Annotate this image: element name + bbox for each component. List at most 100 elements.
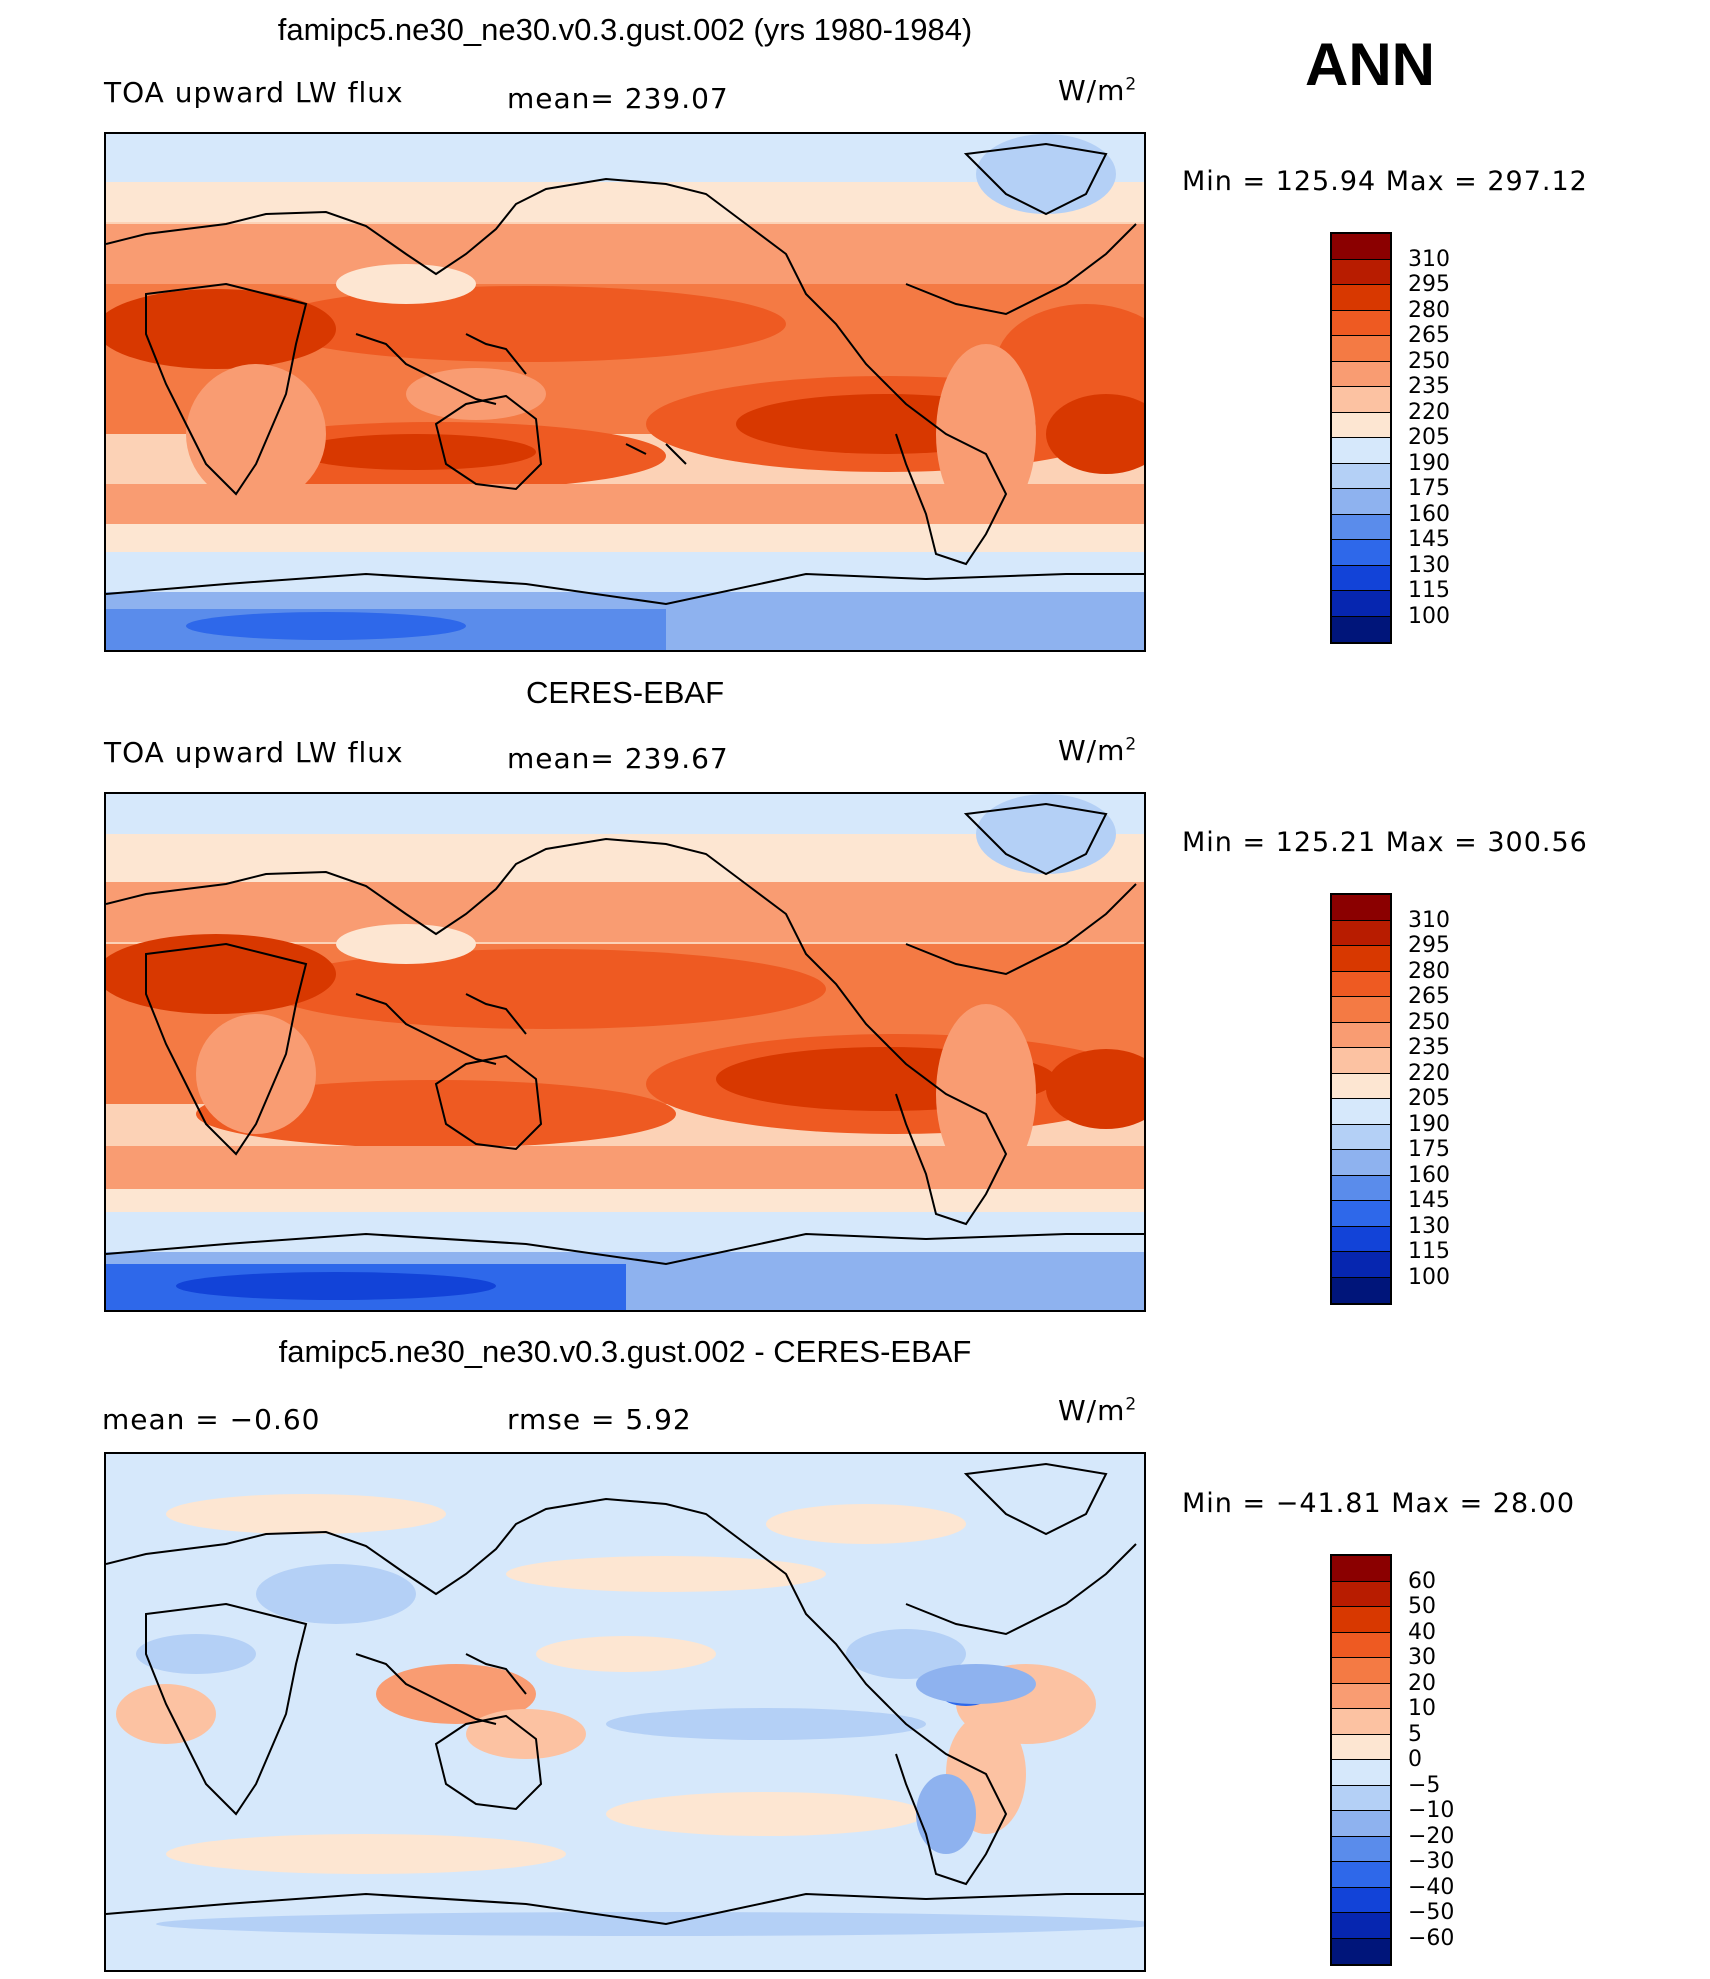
- colorbar-tick-label: 100: [1408, 1264, 1450, 1290]
- colorbar-tick-label: 220: [1408, 399, 1450, 425]
- panel3-minmax: Min = −41.81 Max = 28.00: [1182, 1488, 1576, 1519]
- colorbar-tick-label: 145: [1408, 527, 1450, 552]
- colorbar-swatch: [1332, 1760, 1390, 1786]
- panel2-map: [104, 792, 1146, 1312]
- colorbar-swatch: [1332, 285, 1390, 311]
- colorbar-tick-label: 20: [1408, 1670, 1436, 1696]
- panel1-colorbar: [1330, 232, 1392, 644]
- panel2-left-label: TOA upward LW flux: [104, 736, 404, 769]
- panel3-units: W/m2: [1058, 1394, 1138, 1427]
- panel2-units: W/m2: [1058, 734, 1138, 767]
- colorbar-swatch: [1332, 1124, 1390, 1150]
- colorbar-swatch: [1332, 1734, 1390, 1760]
- colorbar-swatch: [1332, 1887, 1390, 1913]
- colorbar-swatch: [1332, 489, 1390, 515]
- colorbar-tick-label: 10: [1408, 1696, 1436, 1721]
- panel1-title: famipc5.ne30_ne30.v0.3.gust.002 (yrs 198…: [277, 12, 973, 47]
- colorbar-swatch: [1332, 1175, 1390, 1201]
- panel3-map: [104, 1452, 1146, 1972]
- colorbar-tick-label: 145: [1408, 1188, 1450, 1213]
- colorbar-tick-label: −50: [1408, 1900, 1455, 1925]
- panel1-mean-label: mean= 239.07: [507, 82, 729, 115]
- colorbar-tick-label: 235: [1408, 1035, 1450, 1060]
- colorbar-swatch: [1332, 1607, 1390, 1633]
- colorbar-tick-label: 50: [1408, 1594, 1436, 1619]
- colorbar-swatch: [1332, 361, 1390, 387]
- colorbar-tick-label: 115: [1408, 578, 1450, 603]
- colorbar-swatch: [1332, 463, 1390, 489]
- colorbar-tick-label: 220: [1408, 1060, 1450, 1086]
- colorbar-swatch: [1332, 1632, 1390, 1658]
- colorbar-tick-label: 0: [1408, 1747, 1422, 1772]
- panel3-rmse-label: rmse = 5.92: [507, 1403, 692, 1436]
- panel1-minmax: Min = 125.94 Max = 297.12: [1182, 166, 1588, 197]
- colorbar-swatch: [1332, 1658, 1390, 1684]
- colorbar-swatch: [1332, 540, 1390, 566]
- colorbar-swatch: [1332, 591, 1390, 617]
- colorbar-swatch: [1332, 234, 1390, 260]
- colorbar-swatch: [1332, 565, 1390, 591]
- colorbar-tick-label: 205: [1408, 425, 1450, 450]
- colorbar-swatch: [1332, 1048, 1390, 1074]
- colorbar-tick-label: 280: [1408, 297, 1450, 323]
- colorbar-tick-label: 250: [1408, 1009, 1450, 1035]
- colorbar-swatch: [1332, 1913, 1390, 1939]
- colorbar-swatch: [1332, 1226, 1390, 1252]
- colorbar-swatch: [1332, 310, 1390, 336]
- colorbar-tick-label: −40: [1408, 1874, 1455, 1900]
- colorbar-swatch: [1332, 1150, 1390, 1176]
- colorbar-tick-label: 175: [1408, 476, 1450, 501]
- colorbar-tick-label: 160: [1408, 1162, 1450, 1188]
- colorbar-tick-label: 40: [1408, 1619, 1436, 1645]
- colorbar-swatch: [1332, 971, 1390, 997]
- colorbar-swatch: [1332, 920, 1390, 946]
- colorbar-swatch: [1332, 1938, 1390, 1964]
- colorbar-tick-label: 115: [1408, 1239, 1450, 1264]
- colorbar-swatch: [1332, 1252, 1390, 1278]
- panel1-map: [104, 132, 1146, 652]
- colorbar-swatch: [1332, 387, 1390, 413]
- colorbar-tick-label: 250: [1408, 348, 1450, 374]
- colorbar-swatch: [1332, 1683, 1390, 1709]
- colorbar-swatch: [1332, 1277, 1390, 1303]
- colorbar-swatch: [1332, 1201, 1390, 1227]
- colorbar-swatch: [1332, 514, 1390, 540]
- colorbar-tick-label: 130: [1408, 552, 1450, 578]
- colorbar-tick-label: 60: [1408, 1568, 1436, 1594]
- colorbar-swatch: [1332, 1581, 1390, 1607]
- colorbar-swatch: [1332, 997, 1390, 1023]
- panel1-left-label: TOA upward LW flux: [104, 76, 404, 109]
- colorbar-tick-label: −20: [1408, 1823, 1455, 1849]
- colorbar-tick-label: 130: [1408, 1213, 1450, 1239]
- colorbar-tick-label: 280: [1408, 958, 1450, 984]
- colorbar-tick-label: 160: [1408, 501, 1450, 527]
- colorbar-swatch: [1332, 895, 1390, 921]
- colorbar-tick-label: 265: [1408, 984, 1450, 1009]
- colorbar-swatch: [1332, 1836, 1390, 1862]
- colorbar-swatch: [1332, 412, 1390, 438]
- colorbar-tick-label: 5: [1408, 1721, 1422, 1747]
- colorbar-swatch: [1332, 1862, 1390, 1888]
- panel2-minmax: Min = 125.21 Max = 300.56: [1182, 827, 1588, 858]
- colorbar-swatch: [1332, 1022, 1390, 1048]
- colorbar-swatch: [1332, 1099, 1390, 1125]
- colorbar-tick-label: 175: [1408, 1137, 1450, 1162]
- colorbar-tick-label: −60: [1408, 1925, 1455, 1951]
- colorbar-swatch: [1332, 1556, 1390, 1582]
- panel2-title: CERES-EBAF: [525, 675, 725, 710]
- colorbar-swatch: [1332, 946, 1390, 972]
- season-label: ANN: [1305, 31, 1435, 98]
- colorbar-tick-label: 310: [1408, 246, 1450, 272]
- colorbar-tick-label: −10: [1408, 1798, 1455, 1823]
- colorbar-tick-label: −30: [1408, 1849, 1455, 1874]
- colorbar-tick-label: 235: [1408, 374, 1450, 399]
- colorbar-swatch: [1332, 616, 1390, 642]
- panel2-colorbar: [1330, 893, 1392, 1305]
- colorbar-swatch: [1332, 1811, 1390, 1837]
- colorbar-tick-label: 295: [1408, 933, 1450, 958]
- panel3-colorbar: [1330, 1554, 1392, 1966]
- colorbar-tick-label: 310: [1408, 907, 1450, 933]
- panel3-mean-label: mean = −0.60: [102, 1403, 321, 1436]
- colorbar-swatch: [1332, 336, 1390, 362]
- colorbar-swatch: [1332, 1785, 1390, 1811]
